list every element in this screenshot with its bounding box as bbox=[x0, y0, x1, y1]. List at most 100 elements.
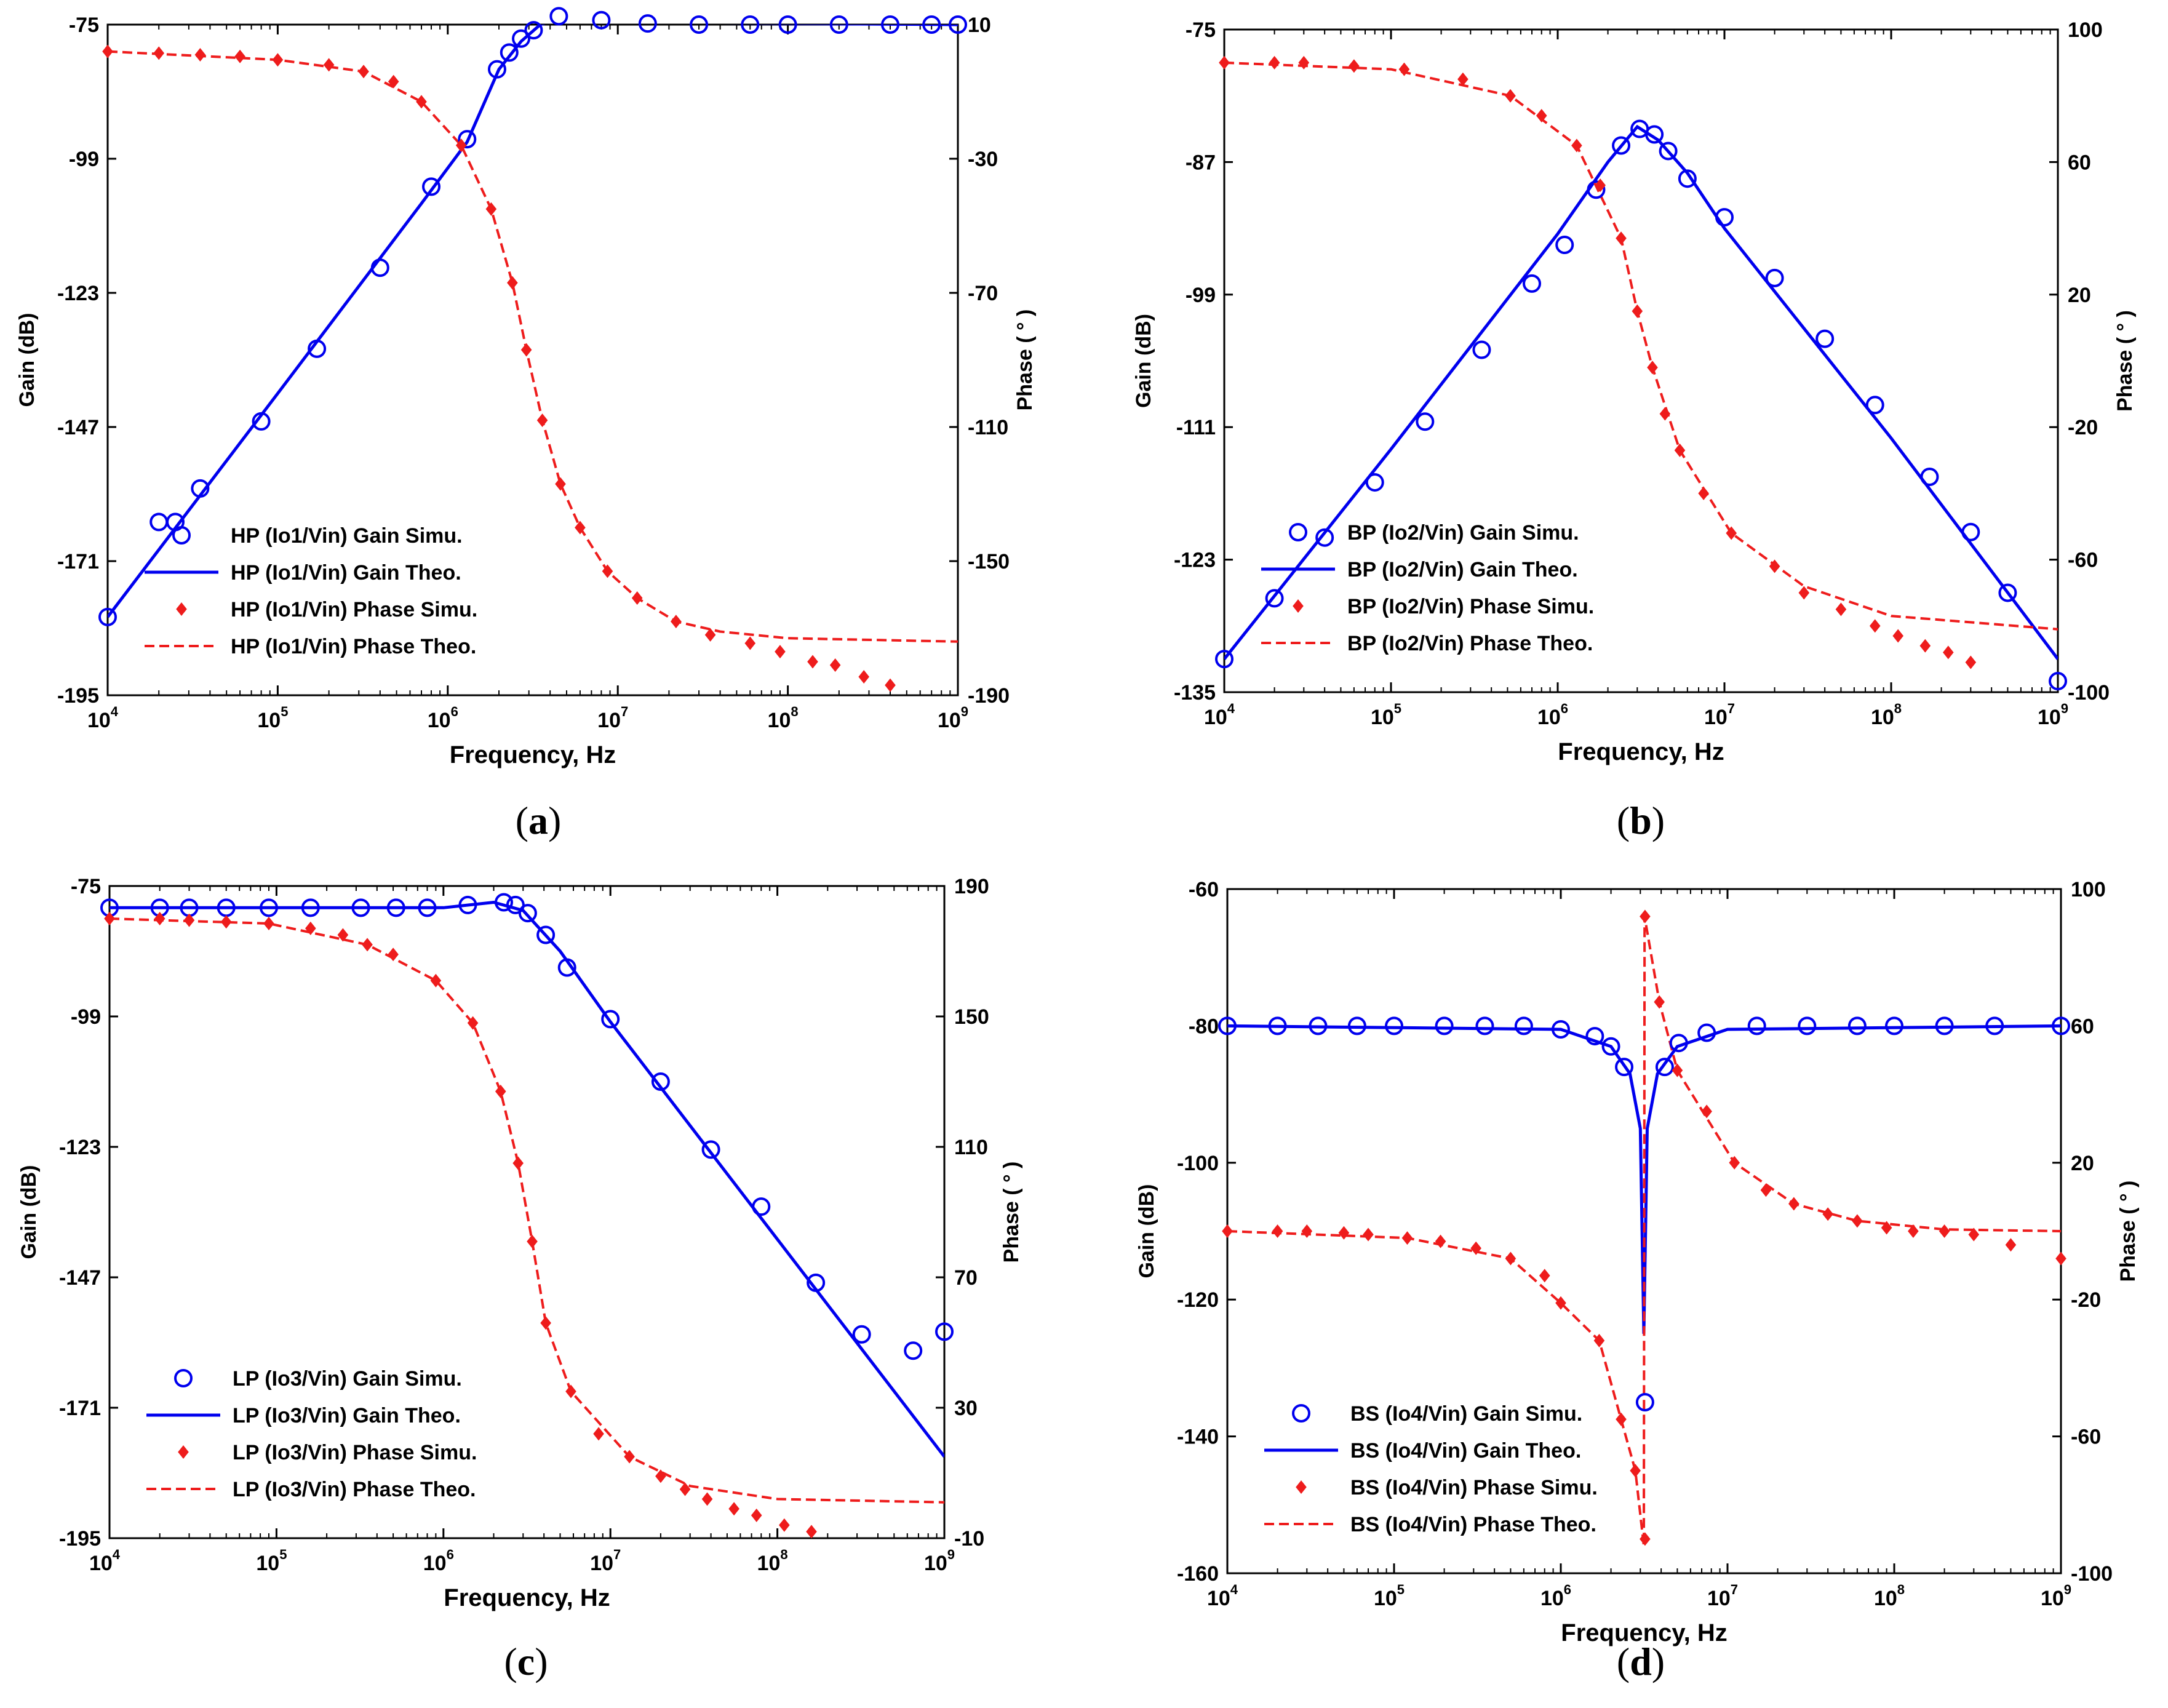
gain-simulation-point bbox=[524, 21, 543, 40]
gain-simulation-point bbox=[1635, 1393, 1654, 1411]
gain-simulation-point bbox=[1552, 1020, 1570, 1039]
gain-simulation-point bbox=[1961, 522, 1980, 541]
y2-axis-label: Phase ( ° ) bbox=[2116, 1181, 2140, 1282]
gain-simulation-point bbox=[1555, 236, 1574, 255]
gain-simulation-point bbox=[1309, 1016, 1328, 1036]
y-tick-label: -100 bbox=[1177, 1152, 1219, 1175]
phase-simulation-point bbox=[728, 1502, 739, 1516]
x-tick-exponent: 8 bbox=[780, 1547, 787, 1562]
gain-simulation-point bbox=[1601, 1037, 1620, 1056]
plot-area bbox=[110, 900, 944, 1504]
legend-label: LP (Io3/Vin) Gain Simu. bbox=[233, 1367, 462, 1391]
phase-simulation-point bbox=[1616, 231, 1627, 245]
y2-tick-label: 60 bbox=[2068, 151, 2091, 174]
phase-simulation-point bbox=[631, 591, 643, 605]
gain-simulation-point bbox=[904, 1341, 923, 1360]
phase-simulation-point bbox=[775, 645, 786, 659]
y2-tick-label: 10 bbox=[968, 14, 991, 37]
phase-simulation-point bbox=[1647, 361, 1658, 375]
panel-caption-letter: a bbox=[528, 799, 548, 842]
y2-tick-label: -60 bbox=[2071, 1426, 2101, 1449]
gain-simulation-point bbox=[1475, 1016, 1494, 1036]
phase-simulation-point bbox=[1640, 909, 1651, 924]
y2-tick-label: -60 bbox=[2068, 549, 2098, 572]
phase-simulation-point bbox=[1338, 1226, 1350, 1240]
gain-simulation-point bbox=[1998, 583, 2017, 602]
phase-theory-line bbox=[108, 50, 958, 643]
phase-simulation-point bbox=[624, 1450, 635, 1464]
gain-simulation-point bbox=[881, 15, 900, 34]
phase-simulation-point bbox=[806, 1525, 817, 1539]
phase-simulation-point bbox=[1701, 1104, 1712, 1119]
x-tick-label: 105 bbox=[257, 704, 288, 732]
phase-simulation-point bbox=[1301, 1224, 1313, 1238]
phase-simulation-point bbox=[1401, 1231, 1413, 1245]
phase-simulation-point bbox=[1539, 1269, 1550, 1283]
y-tick-label: -60 bbox=[1189, 878, 1219, 901]
gain-simulation-point bbox=[98, 607, 117, 626]
gain-simulation-point bbox=[1218, 1016, 1237, 1036]
gain-simulation-point bbox=[2049, 672, 2067, 691]
gain-simulation-point bbox=[191, 479, 210, 498]
legend-label: BS (Io4/Vin) Phase Theo. bbox=[1350, 1513, 1596, 1536]
gain-simulation-point bbox=[252, 412, 271, 431]
gain-simulation-point bbox=[778, 15, 797, 34]
gain-simulation-point bbox=[1798, 1016, 1817, 1036]
phase-simulation-point bbox=[1908, 1224, 1919, 1238]
x-tick-label: 105 bbox=[256, 1547, 287, 1575]
y2-axis-label: Phase ( ° ) bbox=[2113, 310, 2137, 412]
y-tick-label: -147 bbox=[57, 416, 99, 439]
x-tick-label: 106 bbox=[1540, 1582, 1571, 1610]
x-tick-exponent: 5 bbox=[279, 1547, 287, 1562]
phase-simulation-point bbox=[527, 1234, 538, 1248]
phase-simulation-point bbox=[234, 49, 245, 63]
x-tick-label: 109 bbox=[924, 1547, 955, 1575]
y-tick-label: -140 bbox=[1177, 1426, 1219, 1449]
x-tick-exponent: 5 bbox=[1394, 701, 1401, 716]
x-tick-exponent: 6 bbox=[447, 1547, 454, 1562]
y-tick-label: -123 bbox=[1174, 549, 1216, 572]
gain-simulation-point bbox=[536, 925, 556, 944]
legend-label: HP (Io1/Vin) Gain Theo. bbox=[231, 561, 461, 585]
gain-simulation-point bbox=[422, 177, 441, 196]
gain-simulation-point bbox=[1523, 274, 1542, 293]
phase-simulation-point bbox=[1470, 1241, 1481, 1255]
y-tick-label: -123 bbox=[57, 282, 99, 305]
x-tick-exponent: 5 bbox=[281, 704, 288, 719]
phase-simulation-point bbox=[829, 658, 841, 672]
gain-simulation-point bbox=[370, 258, 389, 277]
y-axis-label: Gain (dB) bbox=[17, 1165, 41, 1259]
x-tick-exponent: 8 bbox=[1897, 1582, 1905, 1597]
phase-simulation-point bbox=[1435, 1234, 1446, 1248]
gain-simulation-point bbox=[1935, 1016, 1954, 1036]
y-tick-label: -195 bbox=[59, 1527, 101, 1550]
x-tick-label: 109 bbox=[2038, 701, 2068, 729]
x-axis-label: Frequency, Hz bbox=[450, 741, 616, 768]
x-tick-label: 108 bbox=[1874, 1582, 1905, 1610]
legend-phase-simulation-marker bbox=[176, 602, 187, 616]
phase-simulation-point bbox=[337, 928, 349, 942]
phase-simulation-point bbox=[1571, 138, 1582, 153]
x-tick-exponent: 6 bbox=[451, 704, 458, 719]
phase-simulation-point bbox=[1593, 1333, 1605, 1347]
gain-simulation-point bbox=[807, 1273, 826, 1292]
phase-simulation-point bbox=[358, 65, 369, 79]
y-tick-label: -195 bbox=[57, 684, 99, 708]
gain-simulation-point bbox=[1645, 125, 1664, 144]
x-tick-label: 107 bbox=[597, 704, 628, 732]
gain-simulation-point bbox=[949, 15, 967, 34]
phase-simulation-point bbox=[507, 276, 518, 290]
y2-tick-label: -110 bbox=[968, 416, 1008, 439]
legend-label: BS (Io4/Vin) Gain Theo. bbox=[1350, 1439, 1581, 1463]
gain-simulation-point bbox=[557, 958, 576, 977]
gain-theory-line bbox=[110, 900, 944, 1458]
y2-tick-label: -20 bbox=[2071, 1288, 2101, 1312]
plot-frame bbox=[1223, 28, 2059, 693]
phase-simulation-point bbox=[1965, 655, 1977, 669]
y-tick-label: -171 bbox=[59, 1397, 101, 1420]
gain-simulation-point bbox=[1669, 1034, 1688, 1053]
y-tick-label: -99 bbox=[69, 148, 99, 171]
gain-simulation-point bbox=[701, 1140, 720, 1159]
x-tick-label: 106 bbox=[1537, 701, 1568, 729]
phase-simulation-point bbox=[602, 564, 613, 578]
